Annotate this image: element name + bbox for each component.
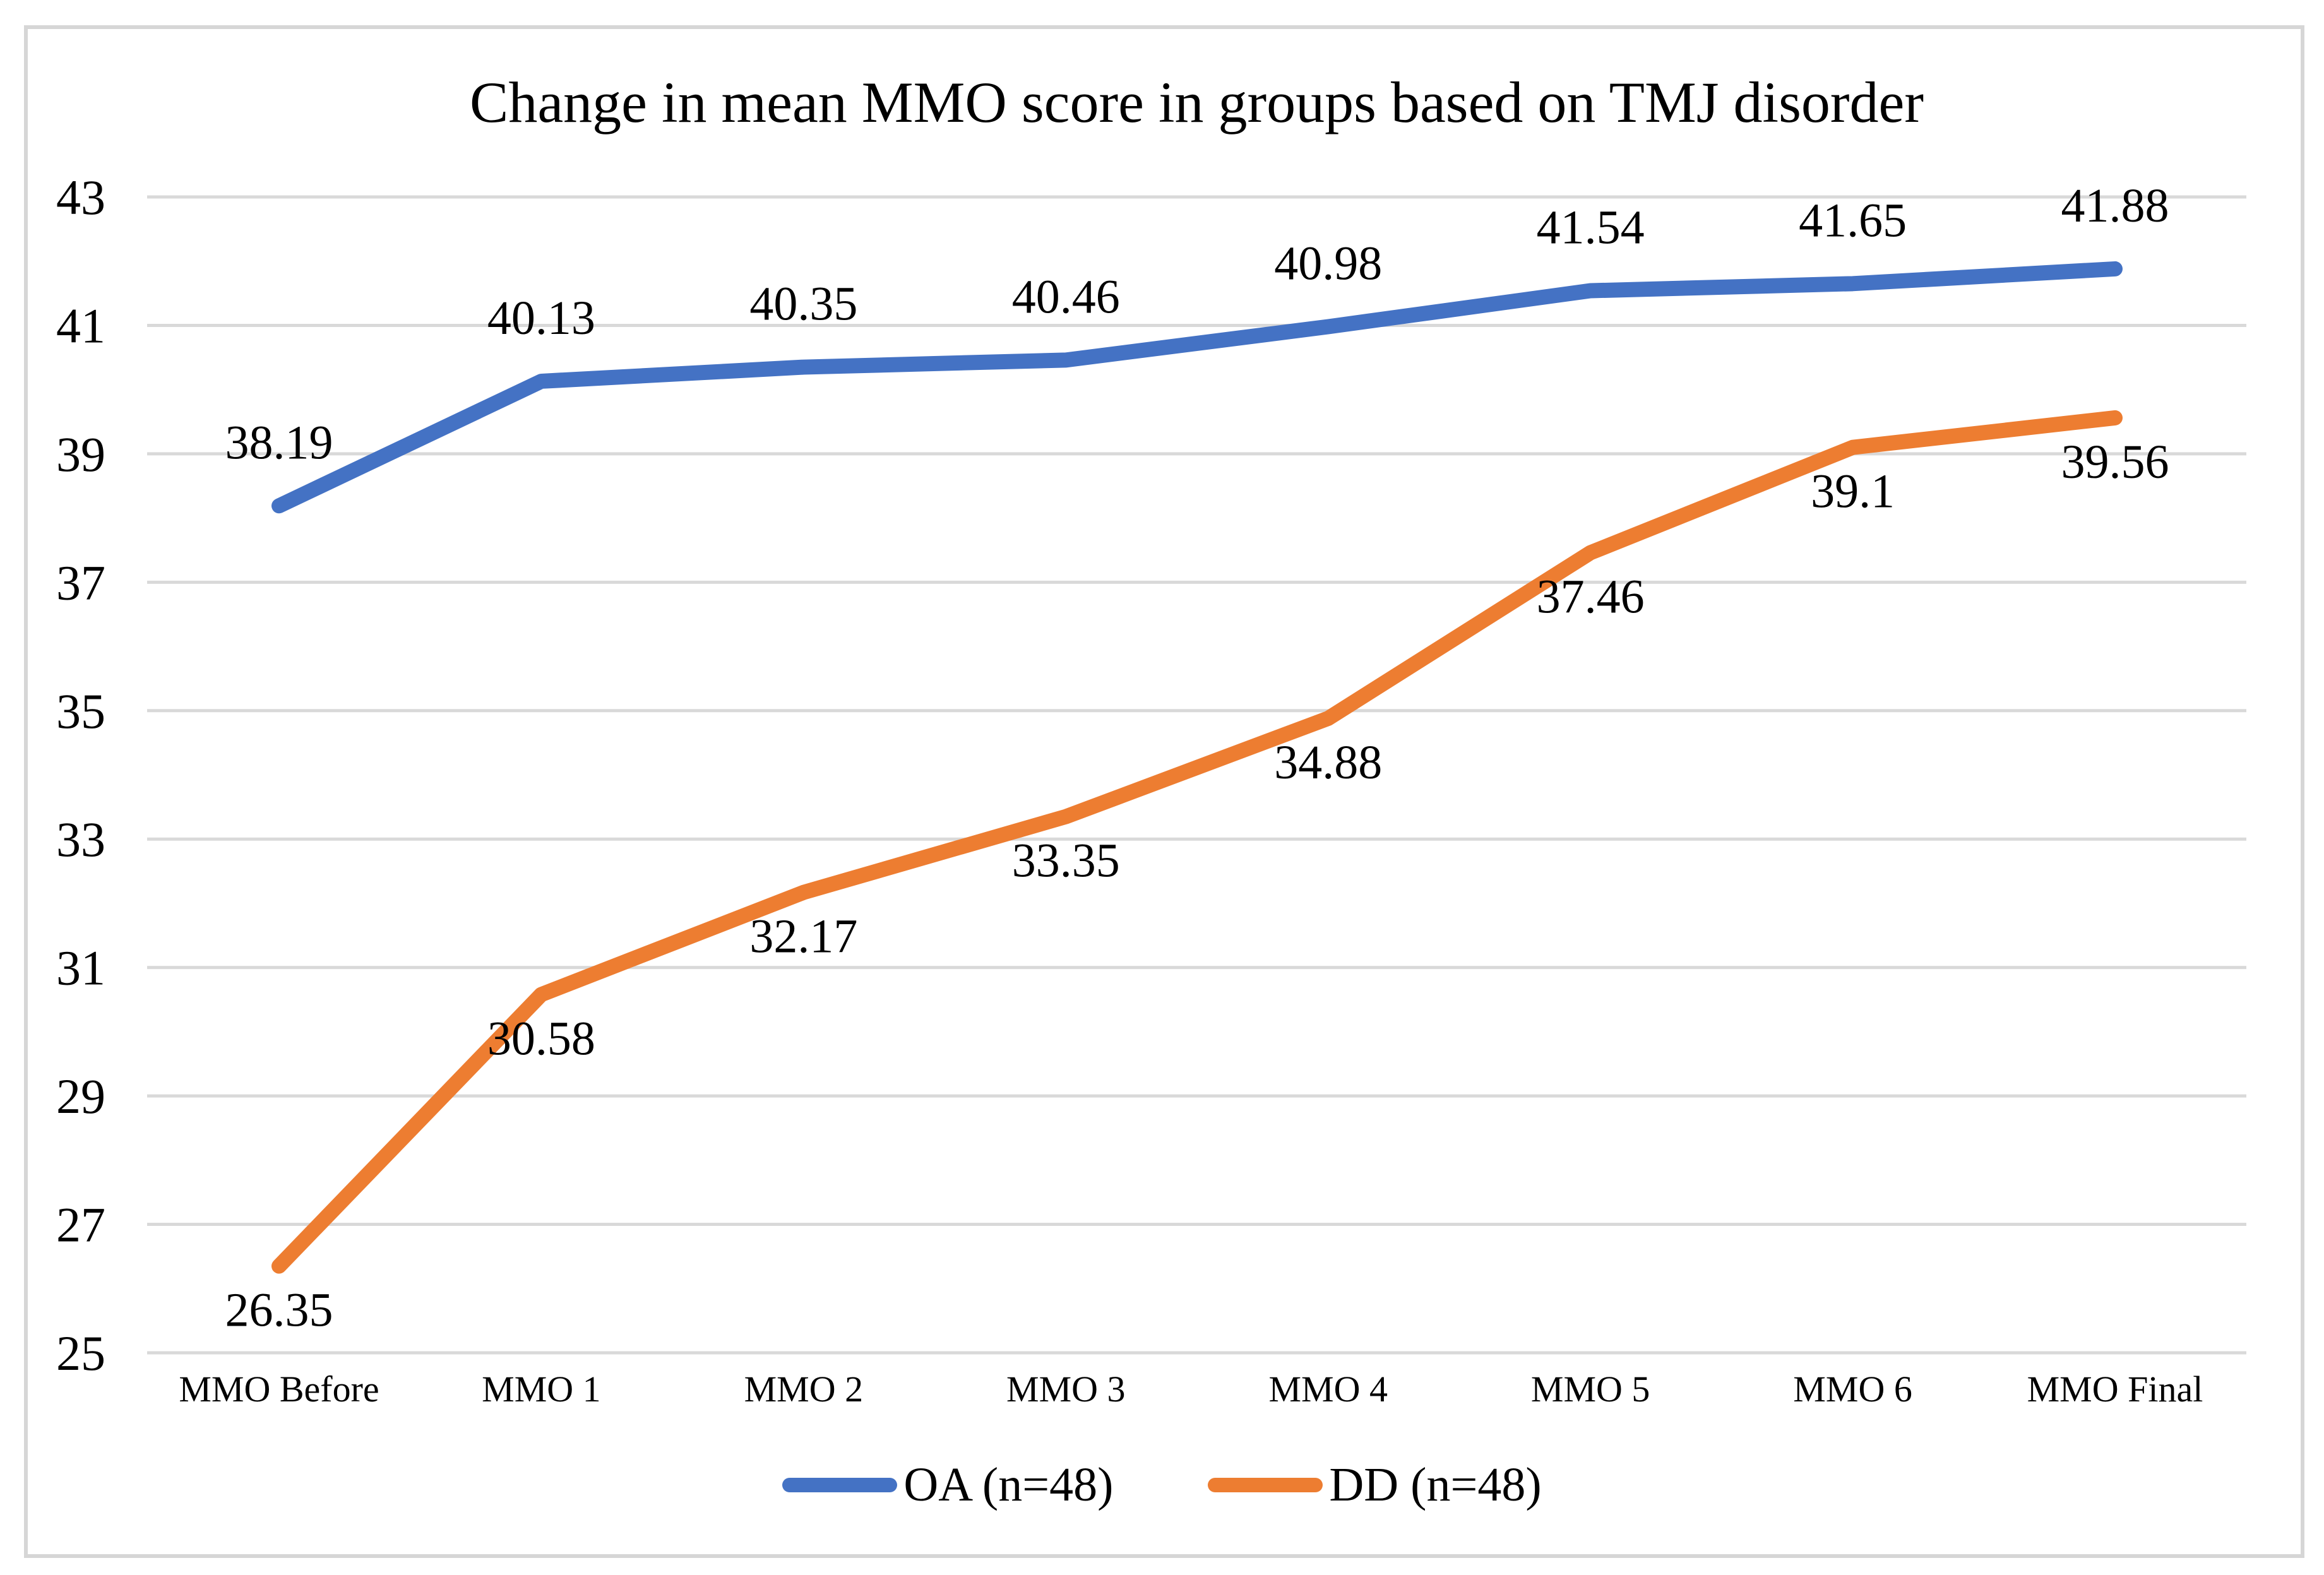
data-label: 26.35 [225,1284,333,1337]
chart-title: Change in mean MMO score in groups based… [469,70,1924,134]
data-label: 41.54 [1537,201,1645,254]
data-label: 40.98 [1274,237,1382,290]
data-label: 37.46 [1537,571,1645,624]
x-category-label: MMO 5 [1531,1369,1650,1410]
data-label: 41.88 [2061,179,2169,232]
y-tick-label: 39 [56,427,105,482]
data-label: 40.13 [487,292,595,345]
data-label: 30.58 [487,1012,595,1065]
data-label: 40.46 [1012,270,1120,323]
legend-label-oa: OA (n=48) [903,1458,1114,1511]
y-tick-label: 33 [56,812,105,867]
data-label: 33.35 [1012,835,1120,888]
y-tick-label: 41 [56,298,105,353]
legend-item-oa: OA (n=48) [782,1461,1113,1509]
x-category-label: MMO Before [179,1369,379,1410]
x-category-label: MMO 2 [744,1369,864,1410]
y-tick-label: 37 [56,555,105,610]
legend-item-dd: DD (n=48) [1208,1458,1542,1511]
data-label: 34.88 [1274,736,1382,789]
data-label: 40.35 [749,278,857,331]
y-tick-label: 35 [56,684,105,739]
data-label: 41.65 [1799,194,1907,247]
legend-swatch-dd-icon [1208,1477,1323,1492]
y-tick-label: 31 [56,941,105,996]
x-category-label: MMO 4 [1268,1369,1388,1410]
x-category-label: MMO 6 [1793,1369,1912,1410]
legend-label-dd: DD (n=48) [1329,1458,1542,1511]
y-tick-label: 29 [56,1069,105,1124]
y-tick-label: 43 [56,170,105,225]
data-label: 32.17 [749,910,857,963]
x-category-label: MMO 1 [482,1369,601,1410]
x-category-label: MMO 3 [1006,1369,1126,1410]
y-tick-label: 27 [56,1198,105,1252]
data-label: 38.19 [225,416,333,469]
x-category-label: MMO Final [2027,1369,2203,1410]
y-tick-label: 25 [56,1326,105,1381]
legend: OA (n=48) DD (n=48) [0,1447,2324,1523]
series-line-oa [271,261,2123,514]
legend-swatch-oa-icon [782,1477,898,1492]
data-label: 39.56 [2061,436,2169,489]
data-label: 39.1 [1811,465,1895,518]
series-line-dd [271,410,2123,1274]
